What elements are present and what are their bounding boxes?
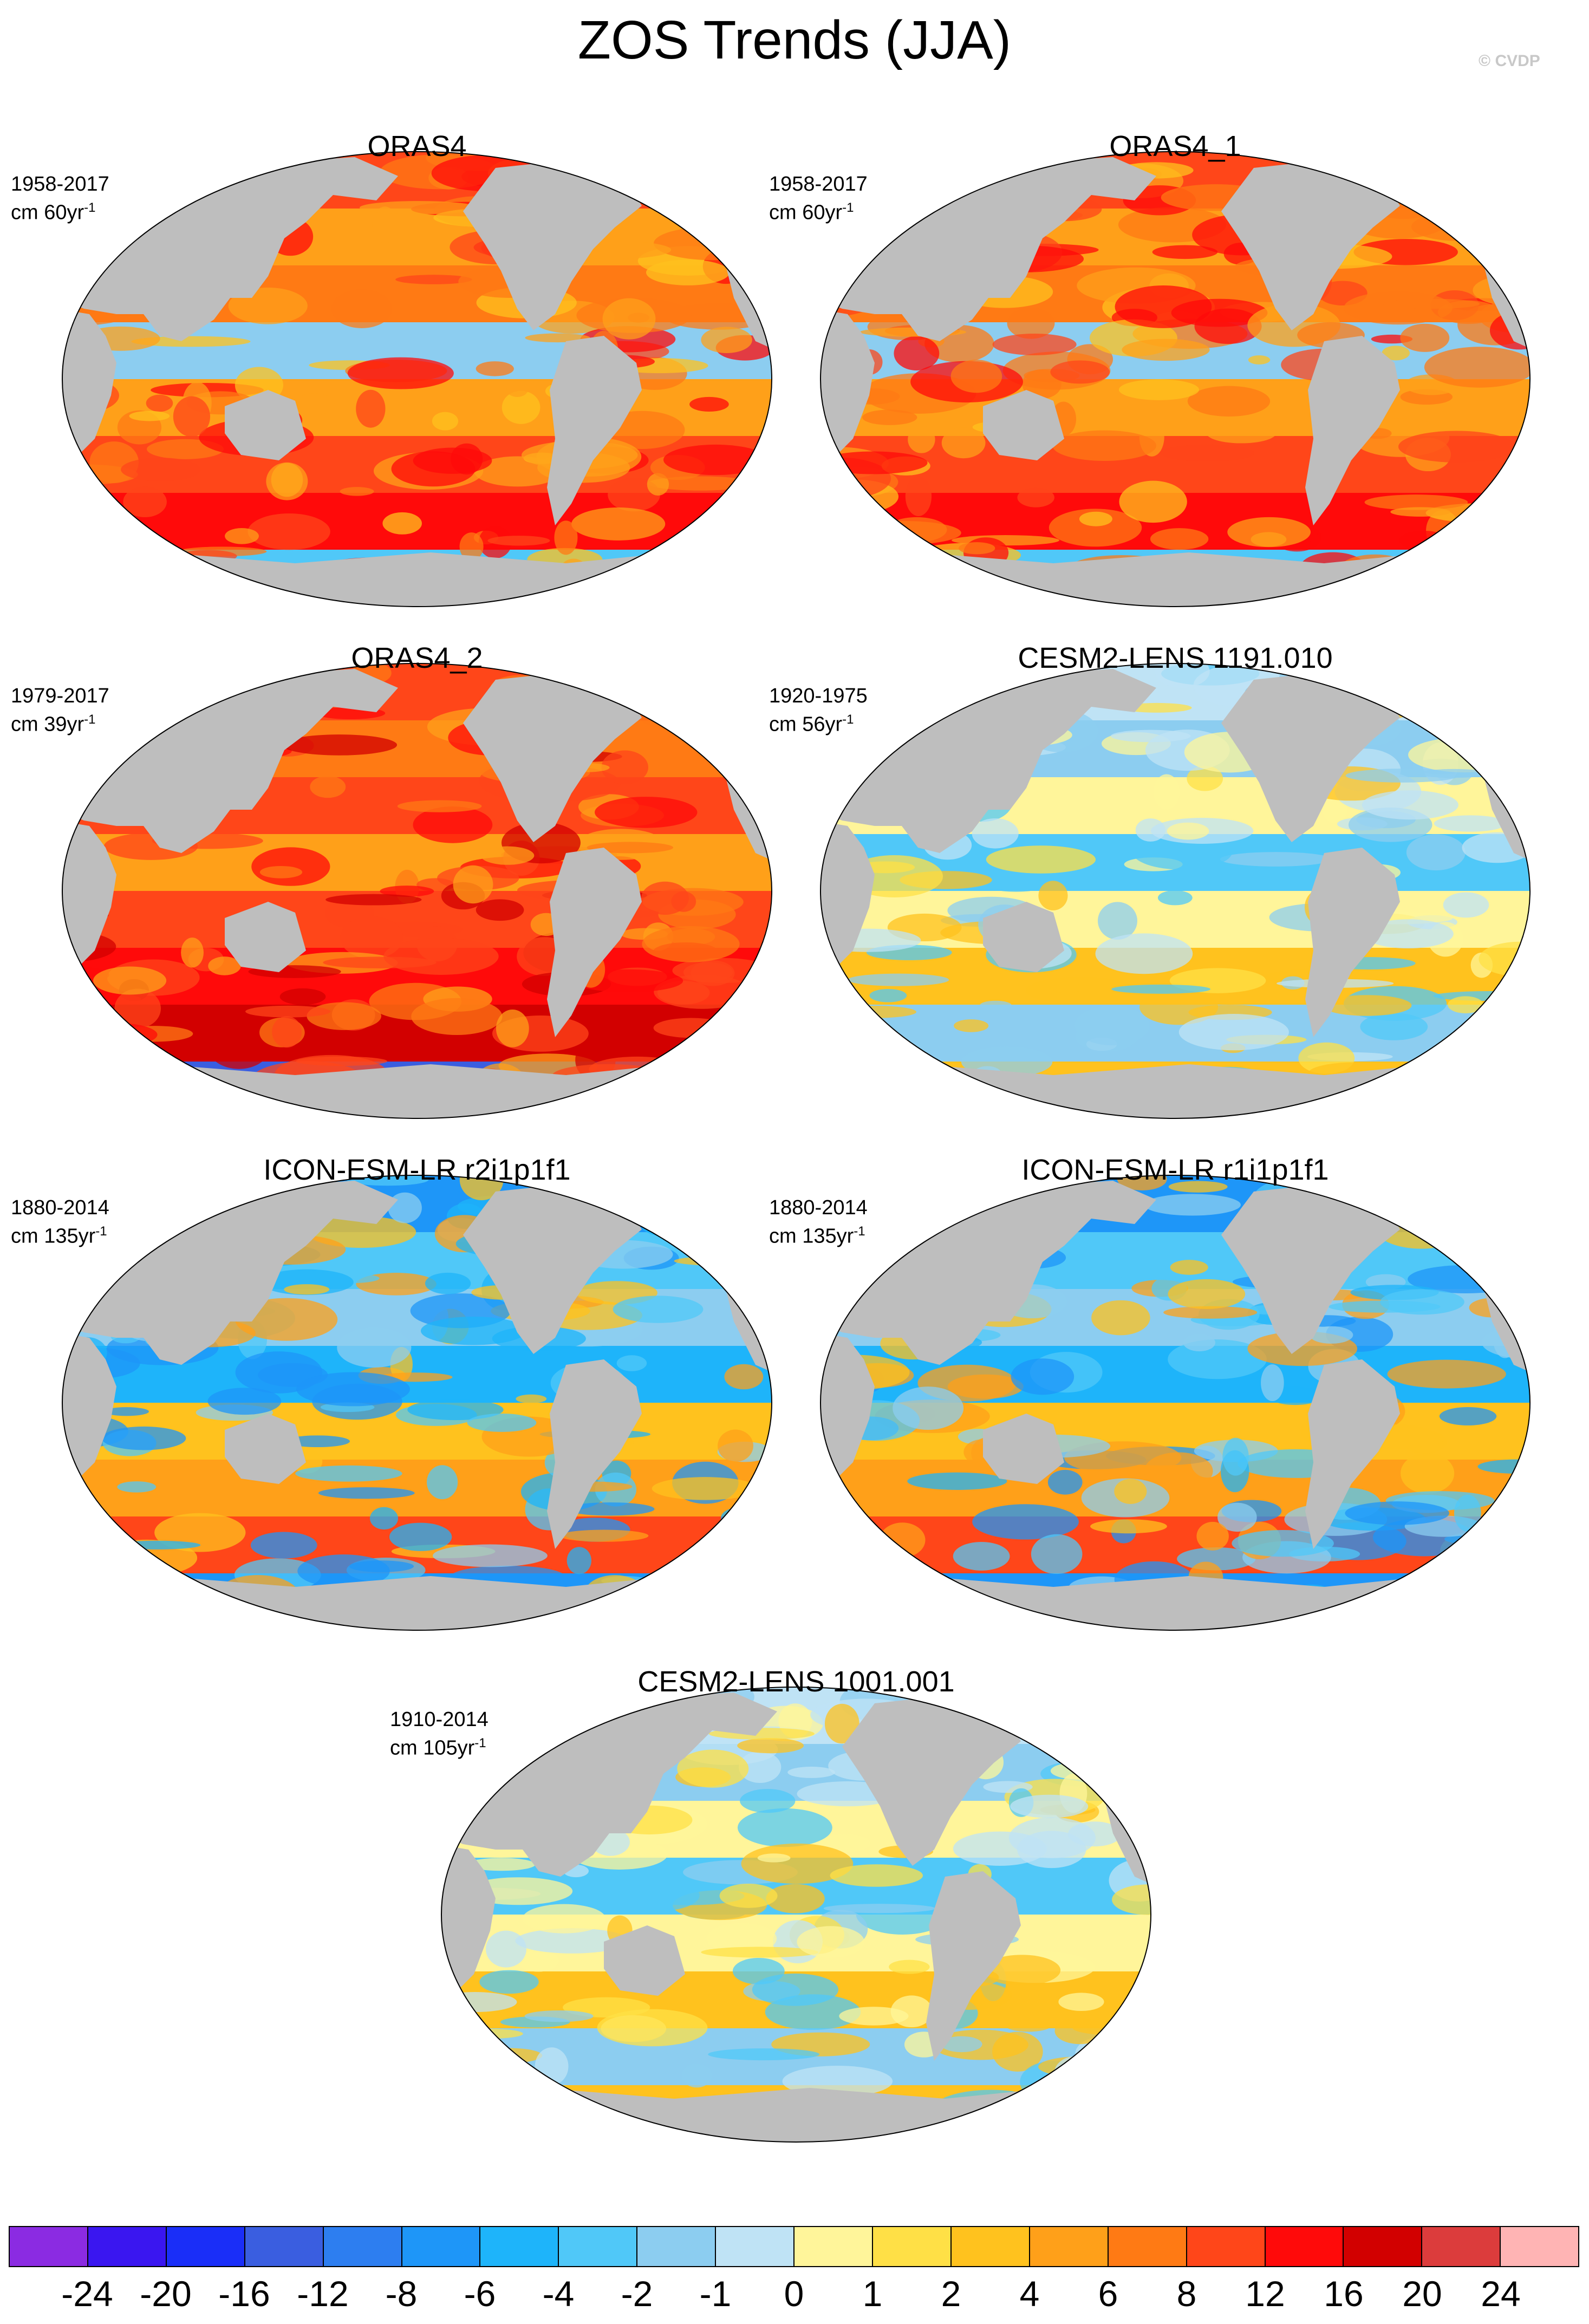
panel-units: cm 135yr-1 — [11, 1224, 107, 1248]
panel-title: ICON-ESM-LR r1i1p1f1 — [1021, 1154, 1329, 1186]
panel-units: cm 105yr-1 — [390, 1736, 486, 1760]
colorbar-swatch — [166, 2227, 245, 2266]
panel-title: ORAS4 — [367, 130, 467, 162]
panel-period: 1880-2014 — [769, 1196, 868, 1219]
colorbar-swatch — [872, 2227, 952, 2266]
robinson-map — [441, 1687, 1151, 2143]
panel-period: 1958-2017 — [769, 173, 868, 196]
panel-period: 1979-2017 — [11, 685, 109, 707]
colorbar-tick-label: 20 — [1402, 2274, 1442, 2314]
panel-title: CESM2-LENS 1191.010 — [1018, 642, 1333, 674]
colorbar-swatch — [1187, 2227, 1266, 2266]
colorbar-tick-label: 16 — [1324, 2274, 1364, 2314]
colorbar-tick-label: 0 — [784, 2274, 804, 2314]
map-panel: CESM2-LENS 1191.010 1920-1975 cm 56yr-1 — [769, 642, 1541, 1135]
colorbar-tick-label: -6 — [464, 2274, 496, 2314]
colorbar-swatch — [795, 2227, 873, 2266]
panel-title: CESM2-LENS 1001.001 — [637, 1665, 955, 1698]
colorbar-swatch — [716, 2227, 795, 2266]
panel-units: cm 60yr-1 — [769, 200, 854, 224]
map-panel: ORAS4 1958-2017 cm 60yr-1 — [11, 130, 783, 623]
colorbar-swatch — [559, 2227, 638, 2266]
colorbar-tick-label: -8 — [385, 2274, 418, 2314]
panel-units: cm 135yr-1 — [769, 1224, 865, 1248]
map-panel: ICON-ESM-LR r1i1p1f1 1880-2014 cm 135yr-1 — [769, 1154, 1541, 1646]
panel-units: cm 39yr-1 — [11, 712, 96, 736]
map-panel: ORAS4_2 1979-2017 cm 39yr-1 — [11, 642, 783, 1135]
map-panel: ORAS4_1 1958-2017 cm 60yr-1 — [769, 130, 1541, 623]
colorbar-swatch — [480, 2227, 559, 2266]
panel-period: 1880-2014 — [11, 1196, 109, 1219]
colorbar-tick-label: 4 — [1019, 2274, 1040, 2314]
colorbar-tick-label: 24 — [1481, 2274, 1521, 2314]
colorbar-swatch — [1108, 2227, 1187, 2266]
colorbar-swatch — [1344, 2227, 1423, 2266]
colorbar-swatch — [323, 2227, 402, 2266]
colorbar-swatch — [1501, 2227, 1579, 2266]
cvdp-credit: © CVDP — [1479, 52, 1540, 70]
colorbar-swatch — [1265, 2227, 1344, 2266]
map-panel: ICON-ESM-LR r2i1p1f1 1880-2014 cm 135yr-1 — [11, 1154, 783, 1646]
colorbar-swatch — [637, 2227, 717, 2266]
panel-title: ICON-ESM-LR r2i1p1f1 — [263, 1154, 571, 1186]
colorbar-swatch — [402, 2227, 481, 2266]
panel-units: cm 60yr-1 — [11, 200, 96, 224]
colorbar-tick-label: -16 — [218, 2274, 270, 2314]
colorbar-swatch — [88, 2227, 167, 2266]
colorbar-tick-label: -2 — [621, 2274, 653, 2314]
colorbar-tick-label: 1 — [862, 2274, 883, 2314]
colorbar-tick-label: 8 — [1176, 2274, 1197, 2314]
colorbar — [9, 2226, 1579, 2267]
colorbar-tick-label: 12 — [1245, 2274, 1285, 2314]
colorbar-swatch — [1030, 2227, 1109, 2266]
panel-period: 1910-2014 — [390, 1708, 489, 1731]
colorbar-tick-label: -1 — [699, 2274, 732, 2314]
panel-units: cm 56yr-1 — [769, 712, 854, 736]
robinson-map — [62, 1175, 772, 1631]
robinson-map — [62, 663, 772, 1119]
panel-title: ORAS4_2 — [351, 642, 483, 674]
map-panel: CESM2-LENS 1001.001 1910-2014 cm 105yr-1 — [390, 1665, 1162, 2158]
colorbar-tick-label: -20 — [140, 2274, 192, 2314]
robinson-map — [820, 1175, 1531, 1631]
figure-title: ZOS Trends (JJA) — [577, 10, 1012, 70]
colorbar-tick-label: 6 — [1098, 2274, 1118, 2314]
colorbar-swatch — [10, 2227, 88, 2266]
panel-period: 1958-2017 — [11, 173, 109, 196]
colorbar-swatch — [1422, 2227, 1501, 2266]
robinson-map — [820, 151, 1531, 607]
colorbar-tick-label: -12 — [297, 2274, 349, 2314]
panel-title: ORAS4_1 — [1109, 130, 1241, 162]
panel-period: 1920-1975 — [769, 685, 868, 707]
colorbar-tick-label: 2 — [941, 2274, 961, 2314]
colorbar-swatch — [951, 2227, 1030, 2266]
colorbar-tick-label: -4 — [542, 2274, 575, 2314]
colorbar-swatch — [245, 2227, 324, 2266]
robinson-map — [820, 663, 1531, 1119]
colorbar-tick-label: -24 — [61, 2274, 113, 2314]
robinson-map — [62, 151, 772, 607]
